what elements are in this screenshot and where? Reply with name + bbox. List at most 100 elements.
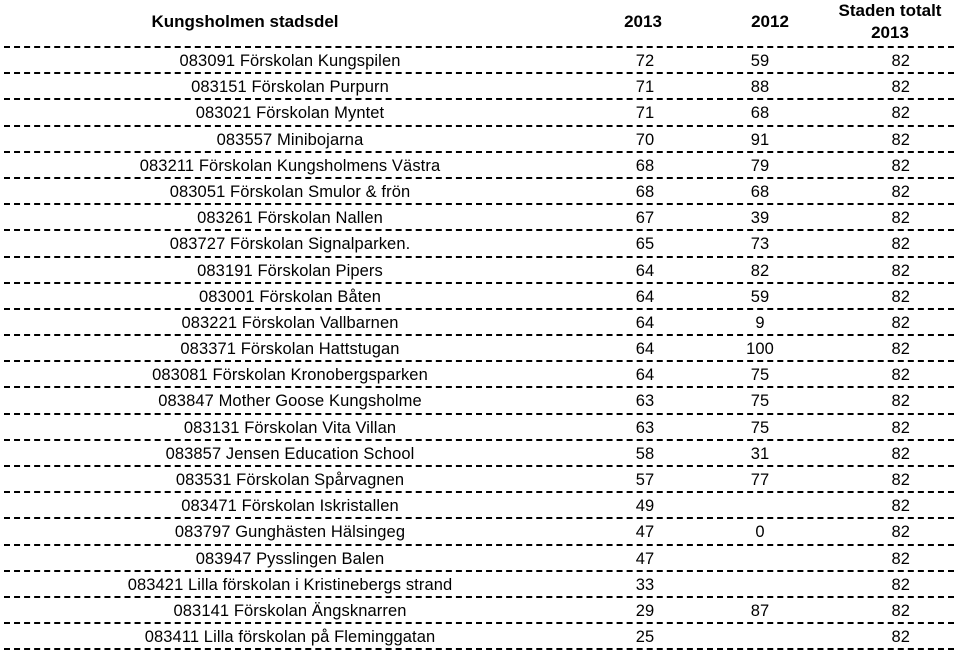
cell-city-total: 82	[891, 366, 910, 385]
cell-name: 083947 Pysslingen Balen	[195, 549, 385, 568]
table-row: 083211 Förskolan Kungsholmens Västra 68 79…	[0, 153, 960, 177]
cell-2013: 63	[635, 418, 655, 437]
cell-name: 083221 Förskolan Vallbarnen	[181, 313, 399, 332]
cell-name: 083411 Lilla förskolan på Fleminggatan	[144, 628, 436, 647]
table-body: 083091 Förskolan Kungspilen 72 59 82 083151 …	[0, 48, 960, 650]
row-divider	[4, 98, 954, 101]
row-divider	[4, 176, 954, 179]
cell-city-total: 82	[891, 523, 910, 542]
cell-2012: 75	[750, 392, 770, 411]
cell-name: 083051 Förskolan Smulor & frön	[169, 182, 411, 201]
table-row: 083051 Förskolan Smulor & frön 68 68 82	[0, 179, 960, 203]
table-row: 083371 Förskolan Hattstugan 64 100 82	[0, 336, 960, 360]
header-divider	[4, 46, 954, 48]
cell-2013: 64	[635, 366, 655, 385]
cell-city-total: 82	[891, 130, 910, 149]
table-row: 083411 Lilla förskolan på Fleminggatan 25…	[0, 624, 960, 648]
cell-2013: 70	[635, 130, 655, 149]
cell-2013: 29	[635, 601, 655, 620]
cell-2013: 71	[635, 104, 655, 123]
cell-city-total: 82	[891, 182, 910, 201]
row-divider	[4, 124, 954, 127]
cell-2012: 68	[750, 182, 770, 201]
table-header: Kungsholmen stadsdel 2013 2012 Staden to…	[0, 0, 960, 46]
cell-name: 083151 Förskolan Purpurn	[191, 78, 389, 97]
cell-2013: 49	[635, 497, 655, 516]
cell-city-total: 82	[891, 78, 910, 97]
row-divider	[4, 72, 954, 75]
header-city-total: Staden totalt 2013	[820, 0, 960, 44]
cell-city-total: 82	[891, 235, 910, 254]
table-row: 083727 Förskolan Signalparken. 65 73 82	[0, 231, 960, 255]
table-row: 083131 Förskolan Vita Villan 63 75 82	[0, 415, 960, 439]
cell-2012: 59	[750, 287, 770, 306]
table-row: 083091 Förskolan Kungspilen 72 59 82	[0, 48, 960, 72]
row-divider	[4, 595, 954, 598]
cell-2013: 64	[635, 340, 655, 359]
header-2012: 2012	[751, 12, 789, 31]
cell-name: 083141 Förskolan Ängsknarren	[173, 601, 407, 620]
cell-2012: 88	[750, 78, 770, 97]
cell-2012: 0	[755, 523, 765, 542]
table-row: 083797 Gunghästen Hälsingeg 47 0 82	[0, 519, 960, 543]
cell-city-total: 82	[891, 575, 910, 594]
row-divider	[4, 307, 954, 310]
cell-2013: 33	[635, 575, 655, 594]
cell-2012: 82	[750, 261, 770, 280]
row-divider	[4, 203, 954, 206]
row-divider	[4, 334, 954, 337]
table-row: 083947 Pysslingen Balen 47 82	[0, 546, 960, 570]
cell-city-total: 82	[891, 156, 910, 175]
cell-2013: 25	[635, 628, 655, 647]
table-row: 083557 Minibojarna 70 91 82	[0, 127, 960, 151]
table-row: 083141 Förskolan Ängsknarren 29 87 82	[0, 598, 960, 622]
cell-name: 083261 Förskolan Nallen	[197, 209, 383, 228]
row-divider	[4, 569, 954, 572]
cell-2012: 68	[750, 104, 770, 123]
cell-name: 083001 Förskolan Båten	[199, 287, 381, 306]
header-city-total-line2: 2013	[871, 23, 909, 42]
cell-city-total: 82	[891, 261, 910, 280]
cell-name: 083421 Lilla förskolan i Kristinebergs s…	[127, 575, 453, 594]
cell-city-total: 82	[891, 287, 910, 306]
cell-name: 083727 Förskolan Signalparken.	[169, 235, 411, 254]
cell-city-total: 82	[891, 209, 910, 228]
row-divider	[4, 517, 954, 520]
header-district: Kungsholmen stadsdel	[151, 12, 339, 31]
table-row: 083421 Lilla förskolan i Kristinebergs s…	[0, 572, 960, 596]
cell-2013: 58	[635, 444, 655, 463]
cell-city-total: 82	[891, 392, 910, 411]
cell-2012: 77	[750, 471, 770, 489]
cell-city-total: 82	[891, 418, 910, 437]
cell-name: 083081 Förskolan Kronobergsparken	[152, 366, 428, 385]
table-row: 083857 Jensen Education School 58 31 82	[0, 441, 960, 465]
cell-name: 083371 Förskolan Hattstugan	[180, 340, 400, 359]
table-row: 083191 Förskolan Pipers 64 82 82	[0, 258, 960, 282]
cell-city-total: 82	[891, 549, 910, 568]
cell-2012: 39	[750, 209, 770, 228]
table-row: 083081 Förskolan Kronobergsparken 64 75 82	[0, 362, 960, 386]
cell-2013: 64	[635, 261, 655, 280]
cell-2013: 47	[635, 523, 655, 542]
table-row: 083261 Förskolan Nallen 67 39 82	[0, 205, 960, 229]
cell-city-total: 82	[891, 444, 910, 463]
cell-2013: 72	[635, 52, 655, 70]
cell-2012: 100	[746, 340, 774, 359]
row-divider	[4, 543, 954, 546]
cell-2013: 67	[635, 209, 655, 228]
table-row: 083221 Förskolan Vallbarnen 64 9 82	[0, 310, 960, 334]
row-divider	[4, 150, 954, 153]
cell-2013: 65	[635, 235, 655, 254]
cell-city-total: 82	[891, 471, 910, 489]
cell-city-total: 82	[891, 497, 910, 516]
cell-name: 083091 Förskolan Kungspilen	[179, 52, 401, 70]
cell-name: 083021 Förskolan Myntet	[195, 104, 385, 123]
table-row: 083151 Förskolan Purpurn 71 88 82	[0, 74, 960, 98]
cell-2013: 71	[635, 78, 655, 97]
cell-name: 083471 Förskolan Iskristallen	[181, 497, 399, 516]
cell-name: 083797 Gunghästen Hälsingeg	[174, 523, 406, 542]
cell-city-total: 82	[891, 104, 910, 123]
cell-city-total: 82	[891, 601, 910, 620]
cell-2012: 87	[750, 601, 770, 620]
